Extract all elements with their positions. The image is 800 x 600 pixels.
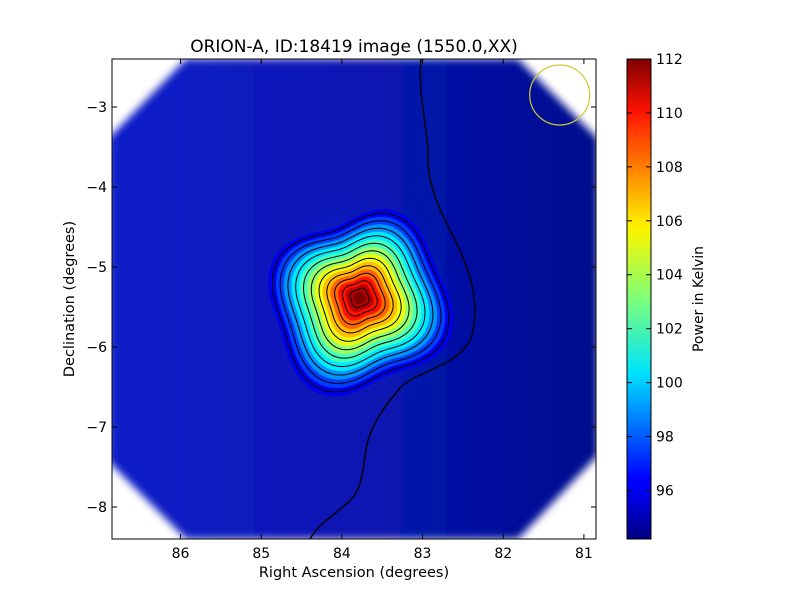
beam-circle [529,64,591,126]
colorbar [626,58,652,540]
y-tick-label: −8 [86,500,107,516]
zero-contour-line [309,59,476,539]
y-tick-label: −6 [86,340,107,356]
y-tick-label: −5 [86,260,107,276]
x-tick-label: 82 [494,546,512,562]
contour-line [302,242,418,359]
x-axis: 86 85 84 83 82 81 [172,59,593,562]
colorbar-tick-label: 96 [656,483,674,499]
colorbar-tick-label: 98 [656,430,674,446]
colorbar-ticks: 96 98 100 102 104 106 108 110 112 [627,52,683,499]
colorbar-tick-label: 108 [656,160,683,176]
plot-frame [111,58,597,540]
contour-line [334,272,386,326]
plot-area [112,59,596,539]
y-axis-label: Declination (degrees) [62,221,78,377]
contour-group [268,209,454,397]
contour-line [310,250,410,351]
contour-line [318,257,402,342]
contour-line [279,220,442,385]
x-tick-label: 84 [333,546,351,562]
colorbar-label: Power in Kelvin [691,246,707,352]
contour-line [326,265,394,334]
x-tick-label: 83 [414,546,432,562]
colorbar-tick-label: 112 [656,52,683,68]
contour-line [271,212,450,393]
x-tick-label: 86 [172,546,190,562]
y-tick-label: −3 [86,100,107,116]
colorbar-tick-label: 106 [656,214,683,230]
contour-peak [353,291,366,304]
colorbar-tick-label: 102 [656,322,683,338]
y-tick-label: −7 [86,420,107,436]
contour-line [295,235,426,368]
y-axis: −3 −4 −5 −6 −7 −8 [86,100,596,516]
colorbar-tick-label: 100 [656,376,683,392]
x-axis-label: Right Ascension (degrees) [259,565,449,581]
y-tick-label: −4 [86,180,107,196]
contour-line [349,287,370,309]
contour-line [341,280,378,317]
colorbar-tick-label: 110 [656,106,683,122]
colorbar-tick-label: 104 [656,268,683,284]
contour-line [287,227,434,376]
x-tick-label: 81 [575,546,593,562]
chart-title: ORION-A, ID:18419 image (1550.0,XX) [190,37,518,57]
x-tick-label: 85 [252,546,270,562]
